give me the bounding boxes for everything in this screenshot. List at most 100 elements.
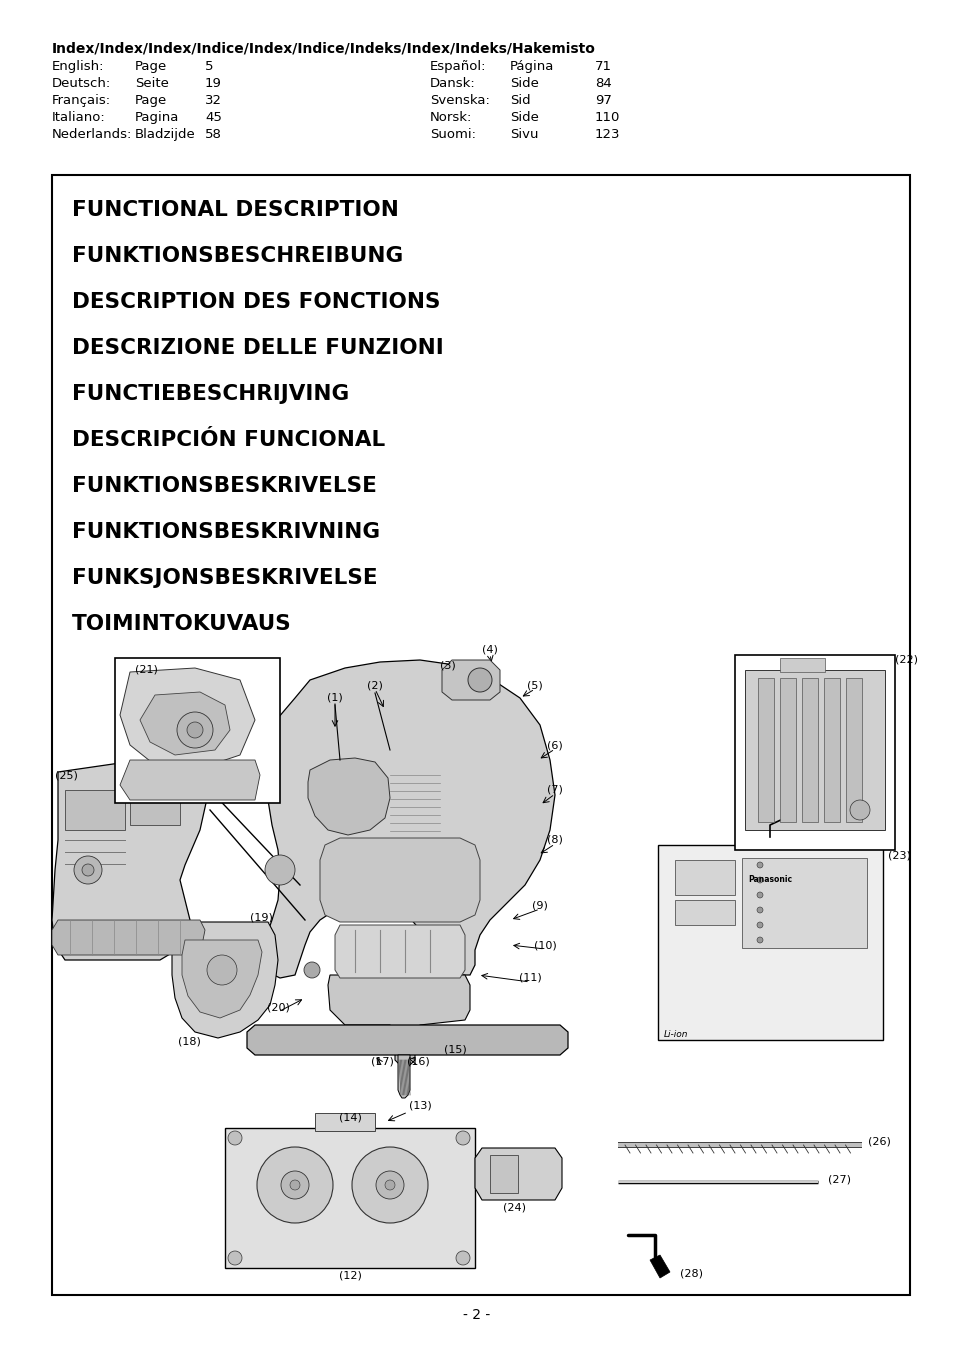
Text: 45: 45 (205, 111, 222, 124)
Text: (21): (21) (135, 665, 157, 675)
Circle shape (74, 856, 102, 884)
Text: (5): (5) (527, 680, 542, 690)
Text: Panasonic: Panasonic (747, 875, 791, 884)
Polygon shape (262, 660, 555, 977)
Text: (10): (10) (533, 940, 556, 950)
Text: Pagina: Pagina (135, 111, 179, 124)
Text: 32: 32 (205, 95, 222, 107)
Circle shape (281, 1171, 309, 1199)
Text: (13): (13) (408, 1101, 431, 1110)
Text: (23): (23) (887, 850, 910, 860)
Text: Page: Page (135, 59, 167, 73)
Circle shape (468, 668, 492, 692)
Text: (12): (12) (338, 1270, 361, 1280)
Polygon shape (182, 940, 262, 1018)
Circle shape (757, 907, 762, 913)
Text: Li-ion: Li-ion (663, 1030, 688, 1038)
Bar (490, 1155, 517, 1192)
Bar (780, 658, 824, 672)
Text: (28): (28) (679, 1268, 702, 1278)
Text: (27): (27) (827, 1175, 850, 1184)
Polygon shape (780, 677, 795, 822)
Text: DESCRIZIONE DELLE FUNZIONI: DESCRIZIONE DELLE FUNZIONI (71, 338, 443, 358)
Text: Seite: Seite (135, 77, 169, 91)
Circle shape (757, 863, 762, 868)
Circle shape (352, 1146, 428, 1224)
Circle shape (456, 1251, 470, 1265)
Text: - 2 -: - 2 - (463, 1307, 490, 1322)
Circle shape (187, 722, 203, 738)
Text: Español:: Español: (430, 59, 486, 73)
Circle shape (757, 922, 762, 927)
Polygon shape (441, 660, 499, 700)
Text: (25): (25) (55, 771, 78, 780)
Polygon shape (140, 692, 230, 754)
Circle shape (456, 1132, 470, 1145)
Text: (15): (15) (443, 1045, 466, 1055)
Polygon shape (172, 922, 277, 1038)
Text: (3): (3) (439, 660, 456, 671)
Bar (52, 174, 909, 1295)
Bar (225, 1128, 475, 1268)
Text: 19: 19 (205, 77, 222, 91)
Bar (675, 900, 734, 925)
Text: 71: 71 (595, 59, 612, 73)
Text: (6): (6) (547, 740, 562, 750)
Text: 110: 110 (595, 111, 619, 124)
Text: Bladzijde: Bladzijde (135, 128, 195, 141)
Polygon shape (308, 758, 390, 836)
Text: Suomi:: Suomi: (430, 128, 476, 141)
Circle shape (177, 713, 213, 748)
Bar (658, 845, 882, 1040)
Text: (4): (4) (481, 645, 497, 654)
Text: Italiano:: Italiano: (52, 111, 106, 124)
Polygon shape (52, 919, 205, 955)
Bar (314, 1113, 375, 1132)
Text: FUNCTIEBESCHRIJVING: FUNCTIEBESCHRIJVING (71, 384, 349, 404)
Text: 84: 84 (595, 77, 611, 91)
Polygon shape (744, 671, 884, 830)
Text: (16): (16) (406, 1057, 429, 1067)
Text: (9): (9) (532, 900, 547, 910)
Text: Sid: Sid (510, 95, 530, 107)
Polygon shape (52, 754, 210, 960)
Circle shape (304, 963, 319, 977)
Circle shape (757, 937, 762, 942)
Text: FUNKTIONSBESCHREIBUNG: FUNKTIONSBESCHREIBUNG (71, 246, 403, 266)
Text: FUNKTIONSBESKRIVELSE: FUNKTIONSBESKRIVELSE (71, 476, 376, 496)
Text: (11): (11) (518, 973, 540, 983)
Text: Dansk:: Dansk: (430, 77, 476, 91)
Circle shape (290, 1180, 299, 1190)
Polygon shape (120, 668, 254, 771)
Text: Side: Side (510, 111, 538, 124)
Text: FUNKSJONSBESKRIVELSE: FUNKSJONSBESKRIVELSE (71, 568, 377, 588)
Text: 58: 58 (205, 128, 222, 141)
Circle shape (849, 800, 869, 821)
Text: (20): (20) (266, 1003, 289, 1013)
Text: DESCRIPTION DES FONCTIONS: DESCRIPTION DES FONCTIONS (71, 292, 440, 312)
Bar (734, 654, 894, 850)
Text: Deutsch:: Deutsch: (52, 77, 112, 91)
Polygon shape (247, 1025, 567, 1055)
Text: (17): (17) (370, 1057, 393, 1067)
Circle shape (228, 1251, 242, 1265)
Circle shape (207, 955, 236, 986)
Polygon shape (335, 925, 464, 977)
Text: Sivu: Sivu (510, 128, 537, 141)
Circle shape (757, 877, 762, 883)
Bar (741, 859, 866, 948)
Polygon shape (397, 1055, 410, 1098)
Polygon shape (801, 677, 817, 822)
Text: (14): (14) (338, 1113, 361, 1124)
Text: 5: 5 (205, 59, 213, 73)
Text: Nederlands:: Nederlands: (52, 128, 132, 141)
Text: Página: Página (510, 59, 554, 73)
Text: FUNCTIONAL DESCRIPTION: FUNCTIONAL DESCRIPTION (71, 200, 398, 220)
Polygon shape (758, 677, 773, 822)
Circle shape (385, 1180, 395, 1190)
Text: Norsk:: Norsk: (430, 111, 472, 124)
Polygon shape (823, 677, 840, 822)
Text: (19): (19) (250, 913, 273, 923)
Polygon shape (120, 760, 260, 800)
Circle shape (375, 1171, 403, 1199)
